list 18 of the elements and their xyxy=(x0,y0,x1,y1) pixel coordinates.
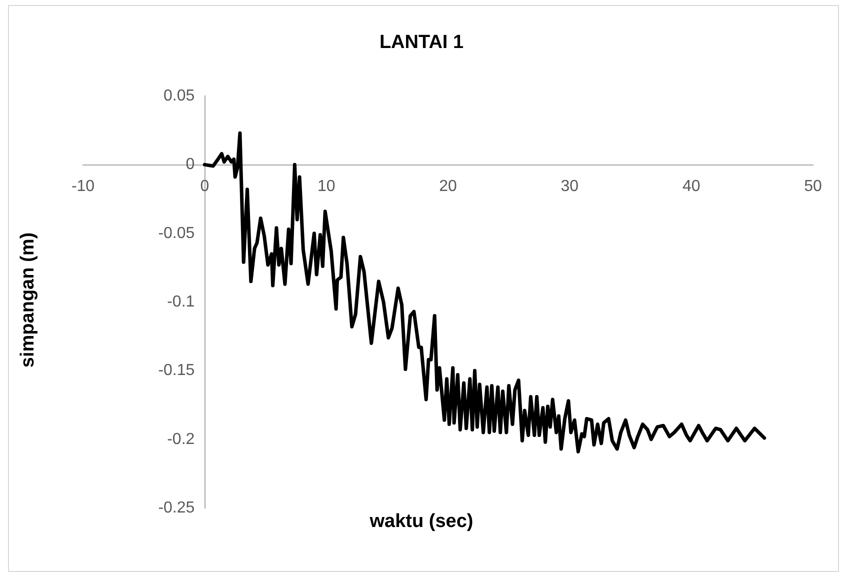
y-tick-label: -0.15 xyxy=(158,362,195,380)
chart-title: LANTAI 1 xyxy=(379,32,464,53)
line-series xyxy=(202,131,766,454)
x-tick-label: 40 xyxy=(682,178,700,196)
y-tick-label: 0.05 xyxy=(164,88,195,104)
y-axis-title: simpangan (m) xyxy=(18,232,38,368)
x-tick-label: 10 xyxy=(317,178,336,196)
x-tick-label: 0 xyxy=(200,178,210,196)
x-tick-label: 30 xyxy=(560,178,579,196)
y-tick-label: -0.05 xyxy=(158,224,195,242)
y-tick-label: -0.1 xyxy=(167,294,195,310)
x-tick-label: 50 xyxy=(804,178,822,196)
y-tick-label: 0 xyxy=(186,156,195,174)
y-tick-label: -0.2 xyxy=(167,430,195,448)
y-tick-label: -0.25 xyxy=(158,500,195,516)
x-tick-label: 20 xyxy=(439,178,457,196)
x-tick-label: -10 xyxy=(71,178,95,196)
x-axis-title: waktu (sec) xyxy=(368,511,474,532)
